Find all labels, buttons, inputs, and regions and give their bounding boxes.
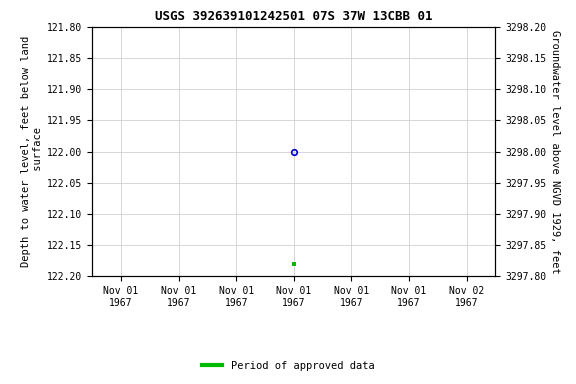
Y-axis label: Groundwater level above NGVD 1929, feet: Groundwater level above NGVD 1929, feet (551, 30, 560, 273)
Legend: Period of approved data: Period of approved data (198, 357, 378, 375)
Y-axis label: Depth to water level, feet below land
 surface: Depth to water level, feet below land su… (21, 36, 43, 267)
Title: USGS 392639101242501 07S 37W 13CBB 01: USGS 392639101242501 07S 37W 13CBB 01 (155, 10, 433, 23)
